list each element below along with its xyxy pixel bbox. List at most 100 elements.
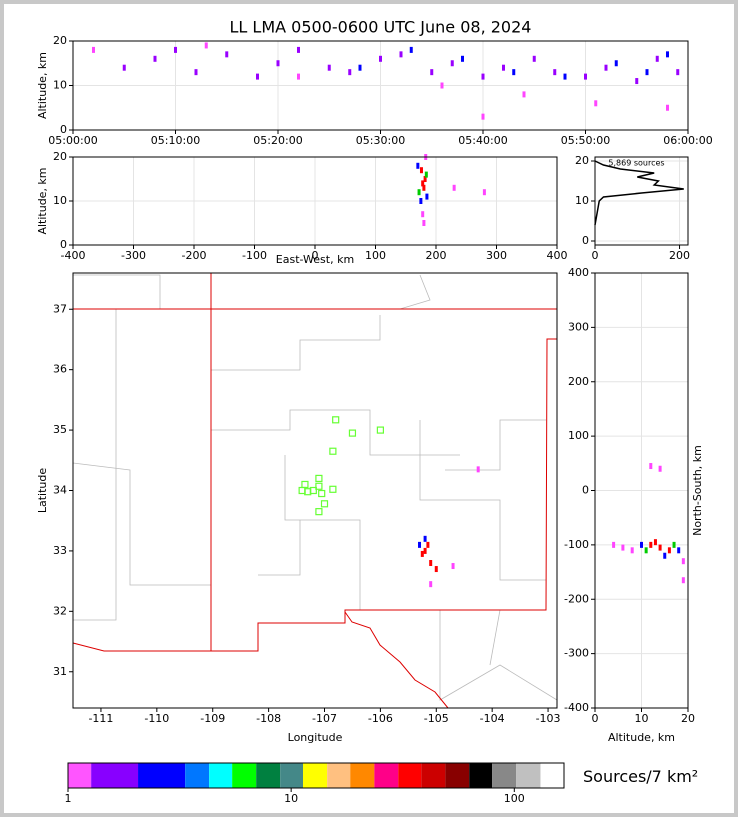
source-point bbox=[640, 541, 643, 548]
x-tick-label: -100 bbox=[242, 249, 267, 262]
source-point bbox=[440, 82, 444, 89]
source-point bbox=[327, 64, 331, 71]
y-tick-label: 0 bbox=[60, 123, 67, 136]
color-segment bbox=[209, 763, 233, 788]
source-point bbox=[419, 167, 423, 174]
plot-frame bbox=[594, 156, 689, 246]
y-tick-label: 0 bbox=[582, 234, 589, 247]
source-point bbox=[451, 563, 455, 570]
source-point bbox=[422, 220, 426, 226]
county-line bbox=[399, 274, 431, 310]
color-segment bbox=[232, 763, 257, 788]
source-point bbox=[658, 465, 662, 472]
x-axis-label: Longitude bbox=[288, 731, 343, 744]
y-axis-label: Altitude, km bbox=[36, 167, 49, 234]
y-tick-label: 32 bbox=[53, 604, 67, 617]
plot-frame bbox=[72, 156, 558, 246]
station bbox=[315, 508, 323, 516]
source-point bbox=[663, 552, 667, 559]
source-point bbox=[122, 64, 126, 71]
county-line bbox=[419, 420, 546, 581]
source-point bbox=[681, 577, 685, 584]
source-point bbox=[672, 541, 676, 548]
source-point bbox=[92, 46, 95, 53]
source-point bbox=[630, 547, 634, 554]
y-tick-label: 35 bbox=[53, 423, 67, 436]
county-line bbox=[72, 462, 211, 586]
source-point bbox=[424, 171, 428, 178]
x-tick-label: -110 bbox=[144, 712, 169, 725]
source-point bbox=[423, 535, 427, 542]
source-point bbox=[379, 55, 382, 62]
y-tick-label: 200 bbox=[568, 375, 589, 388]
x-tick-label: 300 bbox=[486, 249, 507, 262]
source-point bbox=[421, 180, 425, 187]
y-axis-label: Latitude bbox=[36, 468, 49, 514]
source-point bbox=[481, 113, 485, 120]
county-line bbox=[445, 419, 546, 471]
x-tick-label: -106 bbox=[368, 712, 393, 725]
x-tick-label: -103 bbox=[536, 712, 561, 725]
source-point bbox=[512, 69, 516, 76]
plot-frame bbox=[67, 762, 565, 789]
x-tick-label: -400 bbox=[61, 249, 86, 262]
station bbox=[376, 426, 384, 434]
x-tick-label: 200 bbox=[426, 249, 447, 262]
station bbox=[348, 429, 357, 437]
y-tick-label: 33 bbox=[53, 544, 67, 557]
y-tick-label: -100 bbox=[564, 538, 589, 551]
x-tick-label: -111 bbox=[88, 712, 113, 725]
color-segment bbox=[469, 763, 493, 788]
y-tick-label: 34 bbox=[53, 484, 67, 497]
county-line bbox=[258, 520, 301, 576]
y-tick-label: 31 bbox=[53, 665, 67, 678]
y-axis-label: Altitude, km bbox=[36, 52, 49, 119]
color-segment bbox=[256, 763, 281, 788]
station bbox=[332, 416, 340, 424]
color-segment bbox=[516, 763, 541, 788]
y-tick-label: 20 bbox=[575, 154, 589, 167]
x-tick-label: -107 bbox=[312, 712, 337, 725]
source-point bbox=[667, 547, 671, 554]
y-tick-label: -200 bbox=[564, 592, 589, 605]
source-point bbox=[204, 42, 208, 49]
y-tick-label: 10 bbox=[53, 79, 67, 92]
source-point bbox=[666, 104, 669, 111]
river-border bbox=[344, 611, 449, 709]
source-point bbox=[476, 466, 480, 473]
source-point bbox=[681, 558, 685, 565]
plot-frame bbox=[594, 272, 689, 709]
y-tick-label: 10 bbox=[53, 194, 67, 207]
station bbox=[304, 488, 312, 496]
source-point bbox=[481, 73, 485, 80]
source-point bbox=[649, 463, 653, 470]
source-point bbox=[430, 69, 434, 76]
x-tick-label: 0 bbox=[592, 249, 599, 262]
source-point bbox=[256, 73, 259, 80]
y-tick-label: 100 bbox=[568, 429, 589, 442]
county-line bbox=[439, 610, 558, 701]
station bbox=[315, 474, 323, 483]
color-segment bbox=[421, 763, 446, 788]
color-segment bbox=[445, 763, 470, 788]
source-point bbox=[450, 60, 454, 67]
color-segment bbox=[280, 763, 303, 788]
source-point bbox=[614, 60, 618, 67]
plot-frame bbox=[72, 40, 689, 131]
county-line bbox=[211, 409, 460, 456]
x-tick-label: 05:10:00 bbox=[151, 134, 200, 147]
x-tick-label: 400 bbox=[547, 249, 568, 262]
chart-title: LL LMA 0500-0600 UTC June 08, 2024 bbox=[230, 18, 532, 37]
y-axis-label: North-South, km bbox=[691, 445, 704, 536]
x-tick-label: 0 bbox=[592, 712, 599, 725]
source-point bbox=[425, 193, 429, 200]
station bbox=[315, 482, 323, 490]
source-point bbox=[225, 51, 229, 58]
source-point bbox=[420, 550, 424, 557]
altitude-profile bbox=[594, 160, 684, 226]
y-tick-label: 20 bbox=[53, 34, 67, 47]
x-tick-label: -300 bbox=[121, 249, 146, 262]
plot-frame bbox=[72, 272, 558, 709]
y-tick-label: 37 bbox=[53, 302, 67, 315]
x-tick-label: 05:40:00 bbox=[458, 134, 507, 147]
